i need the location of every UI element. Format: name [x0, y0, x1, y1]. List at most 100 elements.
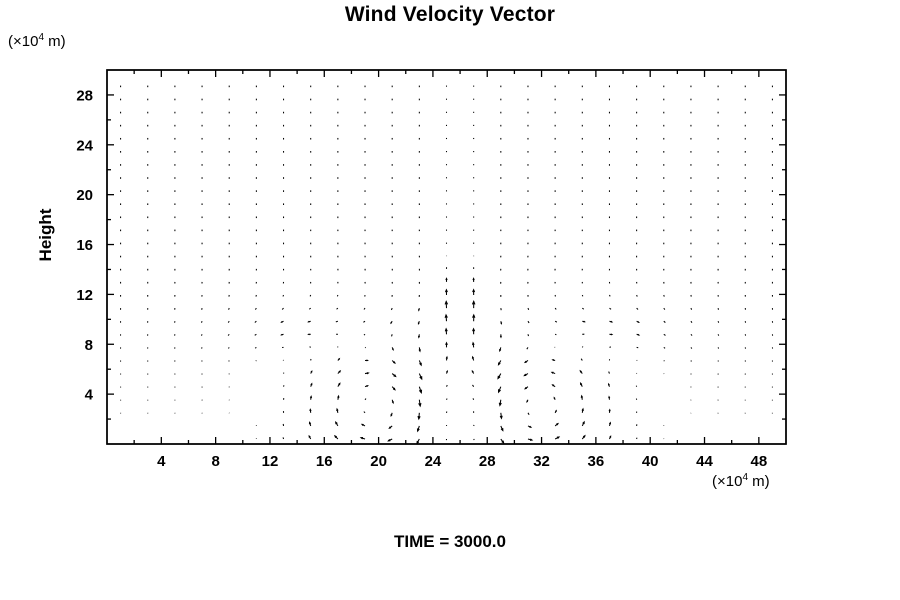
vector-arrow-head: [335, 420, 338, 425]
vector-arrow-head: [608, 395, 611, 399]
vector-arrow-shaft: [363, 333, 366, 336]
y-tick-label: 24: [76, 137, 93, 154]
vector-arrow-head: [308, 421, 312, 425]
vector-arrow-head: [338, 370, 342, 373]
x-tick-label: 36: [588, 453, 605, 470]
vector-arrow-head: [444, 313, 448, 318]
vector-arrow-shaft: [554, 320, 558, 323]
vector-arrow-shaft: [690, 320, 693, 323]
vector-arrow-shaft: [228, 307, 230, 310]
x-tick-label: 24: [425, 453, 442, 470]
vector-arrow-head: [607, 382, 610, 386]
vector-arrow-head: [417, 322, 420, 325]
vector-arrow-shaft: [663, 307, 666, 310]
vector-arrow-head: [497, 375, 501, 380]
vector-arrow-head: [608, 421, 612, 425]
x-unit-prefix: (×10: [712, 473, 743, 490]
vector-arrow-shaft: [527, 334, 529, 337]
vector-arrow-shaft: [364, 398, 367, 401]
vector-arrow-head: [551, 359, 555, 361]
vector-arrow-head: [418, 402, 422, 408]
x-unit-exponent: 4: [742, 472, 749, 483]
vector-arrow-head: [280, 333, 283, 336]
vector-arrow-shaft: [636, 294, 638, 297]
vector-arrow-head: [498, 402, 502, 407]
vector-arrow-head: [497, 362, 501, 366]
vector-arrow-head: [579, 382, 583, 386]
vector-arrow-head: [471, 369, 474, 373]
vector-arrow-shaft: [390, 307, 393, 311]
vector-arrow-head: [445, 355, 448, 359]
vector-arrow-head: [390, 321, 393, 325]
vector-arrow-head: [500, 428, 504, 432]
vector-arrow-head: [418, 309, 420, 312]
vector-arrow-head: [446, 369, 448, 373]
y-tick-label: 12: [76, 287, 93, 304]
vector-arrow-head: [526, 400, 529, 403]
vector-arrow-head: [444, 288, 448, 293]
vector-arrow-shaft: [580, 358, 583, 361]
vector-arrow-head: [387, 438, 391, 442]
vector-arrow-head: [500, 322, 503, 325]
vector-arrow-head: [472, 327, 476, 332]
vector-arrow-shaft: [663, 320, 666, 323]
vector-arrow-shaft: [254, 320, 257, 323]
axis-ticks: [107, 70, 786, 444]
vector-arrow-shaft: [717, 334, 720, 336]
vector-arrow-head: [608, 408, 611, 412]
vector-arrow-shaft: [446, 384, 448, 387]
vector-arrow-head: [359, 437, 364, 440]
vector-arrow-shaft: [608, 294, 611, 297]
vector-arrow-head: [307, 333, 310, 336]
vector-arrow-shaft: [527, 307, 530, 311]
vector-arrow-head: [471, 300, 476, 305]
vector-arrow-shaft: [581, 346, 584, 348]
vector-arrow-head: [309, 395, 313, 399]
vector-arrow-head: [366, 372, 370, 375]
vector-arrow-head: [308, 434, 311, 438]
vector-arrow-head: [582, 420, 585, 425]
x-tick-label: 20: [370, 453, 387, 470]
vector-arrow-head: [444, 300, 449, 305]
vector-arrow-shaft: [690, 333, 693, 336]
vector-arrow-head: [499, 415, 503, 420]
y-tick-label: 4: [85, 387, 94, 404]
vector-arrow-head: [523, 360, 527, 364]
vector-arrow-head: [501, 440, 505, 444]
vector-arrow-head: [472, 288, 476, 293]
vector-arrow-head: [583, 320, 586, 323]
vector-arrow-head: [338, 382, 341, 386]
vector-arrow-shaft: [636, 307, 639, 310]
vector-arrow-head: [472, 277, 475, 281]
vector-arrow-shaft: [391, 334, 393, 337]
y-tick-label: 20: [76, 187, 93, 204]
vector-arrow-head: [391, 348, 394, 351]
vector-arrow-head: [338, 357, 341, 360]
x-tick-label: 40: [642, 453, 659, 470]
vector-arrow-shaft: [201, 321, 203, 323]
vector-arrow-shaft: [281, 307, 284, 310]
vector-arrow-head: [337, 394, 340, 398]
axes-frame: [106, 69, 787, 445]
vector-arrow-shaft: [255, 360, 257, 362]
vector-arrow-head: [390, 414, 393, 418]
y-tick-label: 28: [76, 87, 93, 104]
vector-arrow-shaft: [309, 346, 311, 348]
vector-arrow-head: [444, 327, 448, 332]
vector-arrow-shaft: [335, 320, 339, 323]
x-tick-label: 32: [533, 453, 550, 470]
vector-arrow-shaft: [581, 294, 584, 297]
vector-arrow-head: [310, 370, 313, 373]
vector-arrow-head: [366, 385, 370, 388]
vector-arrow-shaft: [254, 333, 257, 336]
x-tick-label: 16: [316, 453, 333, 470]
vector-arrow-head: [555, 409, 557, 412]
vector-arrow-shaft: [254, 307, 257, 310]
vector-arrow-head: [310, 382, 313, 386]
vector-arrow-head: [499, 349, 502, 353]
vector-arrow-head: [529, 438, 534, 441]
vector-arrow-head: [580, 394, 584, 398]
